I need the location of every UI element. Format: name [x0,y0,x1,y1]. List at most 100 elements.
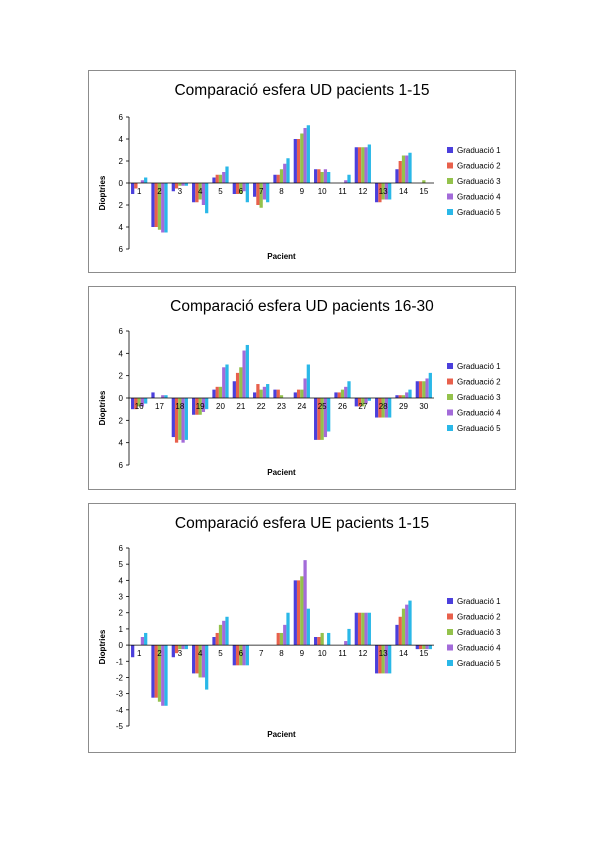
bar [235,645,240,666]
bar [198,645,202,678]
bar [212,389,216,399]
x-tick-label: 3 [178,649,183,658]
x-axis-label: Pacient [267,252,296,261]
bar [164,645,168,706]
x-tick-label: 12 [358,649,367,658]
bar [364,612,368,646]
bar [354,398,358,407]
bar [405,155,409,183]
bar [422,180,426,183]
bar [279,395,284,398]
x-tick-label: 1 [137,187,142,196]
bar [306,125,310,183]
bar [384,645,389,674]
bar [225,616,229,646]
legend-swatch [447,209,453,215]
x-tick-label: 12 [358,187,367,196]
bar [215,632,219,646]
bar [384,398,389,418]
bar [344,386,348,398]
bar [195,645,199,674]
bar [174,645,179,654]
bar [381,645,385,674]
bar [151,183,155,227]
bar [131,183,135,194]
bar [303,560,307,646]
y-tick-label: 4 [119,135,124,144]
bar [418,381,423,398]
y-tick-label: 6 [119,544,124,553]
bar [253,392,257,398]
bar [388,398,392,418]
bar [184,645,188,650]
bar [323,398,328,438]
bar [164,183,168,233]
bar [283,163,287,183]
x-tick-label: 28 [379,402,388,411]
bar [425,645,429,650]
bar [137,398,141,407]
x-tick-label: 4 [198,187,203,196]
x-tick-label: 14 [399,187,408,196]
bar [428,645,432,650]
bar [266,183,270,203]
bar [293,392,297,398]
bar [405,604,409,646]
bar [273,389,277,399]
y-tick-label: 5 [119,560,124,569]
legend-label: Graduació 2 [457,613,501,622]
bar [401,155,406,183]
legend-swatch [447,644,453,651]
legend-swatch [447,394,453,400]
x-tick-label: 25 [318,402,327,411]
bar [276,389,280,399]
x-tick-label: 8 [279,187,284,196]
legend-label: Graduació 4 [457,193,501,202]
bar [422,645,426,650]
bar [144,177,148,183]
bar [384,183,389,200]
bar [354,147,358,183]
bar [154,183,158,227]
bar [317,169,321,183]
bar [361,147,365,183]
bar [398,161,402,183]
bar [347,628,351,646]
bar [296,580,301,646]
x-tick-label: 30 [419,402,428,411]
bar [300,576,304,646]
bar [347,174,351,183]
bar [279,632,284,646]
bar [320,398,324,440]
bar [174,183,179,189]
bar [347,381,351,398]
bar [215,386,219,398]
legend-label: Graduació 4 [457,409,501,418]
x-tick-label: 5 [218,649,223,658]
bar [192,183,196,203]
x-tick-label: 1 [137,649,142,658]
legend-label: Graduació 5 [457,208,501,217]
bar [303,128,307,183]
bar [232,183,236,194]
bar [201,183,206,205]
y-tick-label: 2 [119,157,124,166]
bar [405,392,409,398]
chart-panel-ue-1-15: Comparació esfera UE pacients 1-15 -5 -4 -3… [88,503,516,753]
bar [317,398,321,440]
bar [161,645,165,706]
bar [395,169,399,183]
x-tick-label: 10 [318,649,327,658]
bar [398,395,402,398]
y-axis-label: Dioptries [98,629,107,664]
bar [361,612,365,646]
bar [253,183,257,197]
chart-panel-ud-16-30: Comparació esfera UD pacients 16-30 6 4 2 0 2… [88,286,516,490]
x-tick-label: 23 [277,402,286,411]
bar [408,152,412,183]
y-tick-label: -4 [116,706,124,715]
legend-label: Graduació 3 [457,177,501,186]
x-tick-label: 10 [318,187,327,196]
y-tick-label: 2 [119,416,124,425]
y-tick-label: 2 [119,201,124,210]
